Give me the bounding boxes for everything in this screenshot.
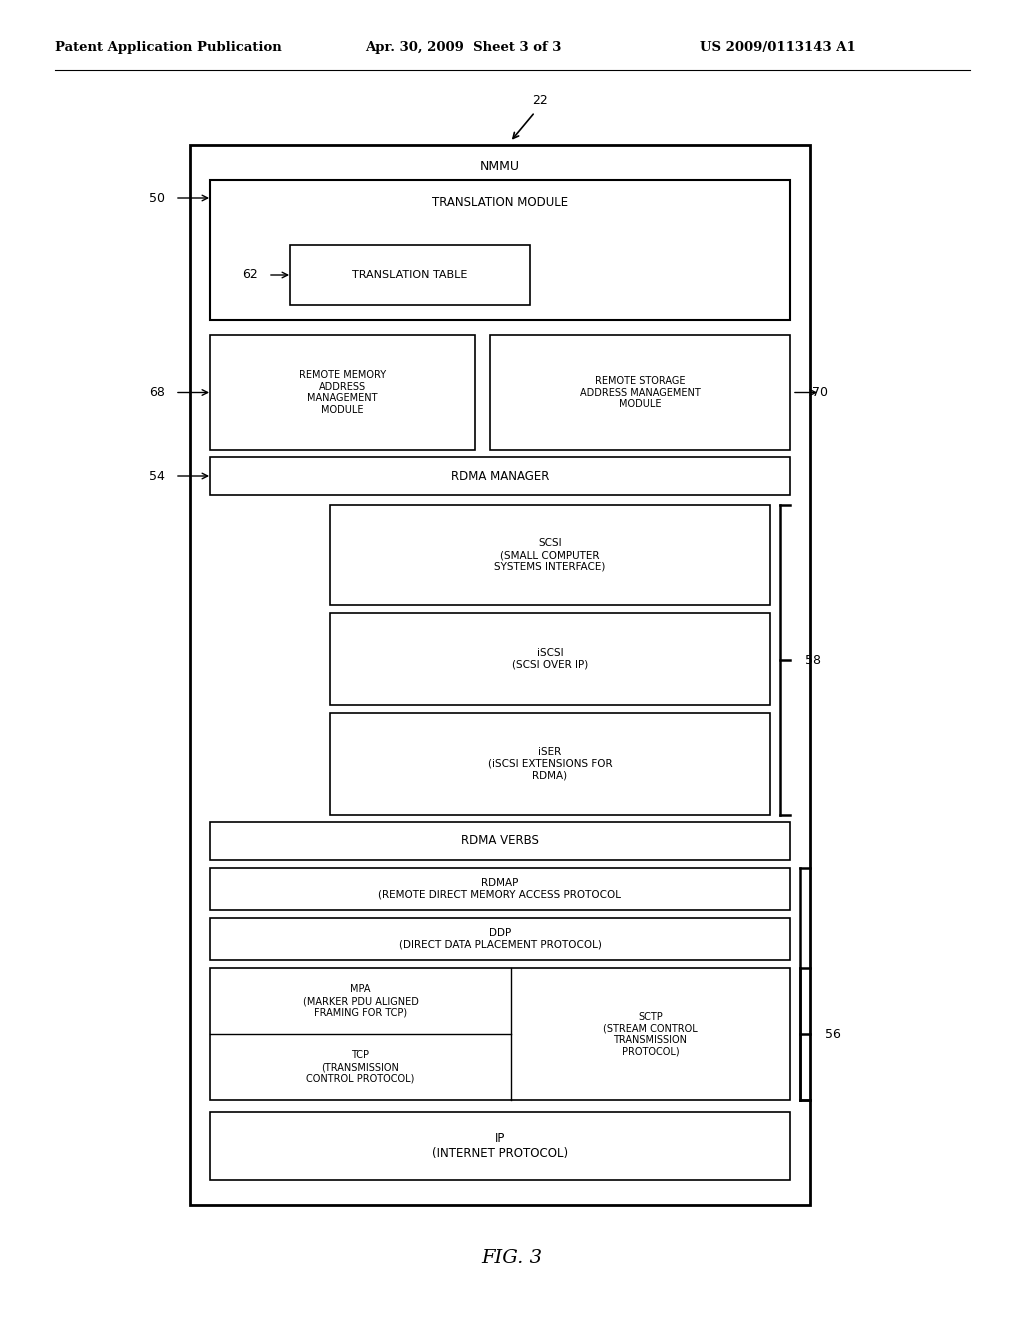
Bar xyxy=(210,457,790,495)
Bar xyxy=(210,1111,790,1180)
Bar xyxy=(210,180,790,319)
Bar xyxy=(210,869,790,909)
Text: 56: 56 xyxy=(825,1027,841,1040)
Text: Patent Application Publication: Patent Application Publication xyxy=(55,41,282,54)
Bar xyxy=(330,612,770,705)
Text: 62: 62 xyxy=(243,268,258,281)
Text: 58: 58 xyxy=(805,653,821,667)
Text: 70: 70 xyxy=(812,385,828,399)
Text: Apr. 30, 2009  Sheet 3 of 3: Apr. 30, 2009 Sheet 3 of 3 xyxy=(365,41,561,54)
Bar xyxy=(210,917,790,960)
Text: REMOTE STORAGE
ADDRESS MANAGEMENT
MODULE: REMOTE STORAGE ADDRESS MANAGEMENT MODULE xyxy=(580,376,700,409)
Bar xyxy=(490,335,790,450)
Text: RDMA MANAGER: RDMA MANAGER xyxy=(451,470,549,483)
Text: RDMAP
(REMOTE DIRECT MEMORY ACCESS PROTOCOL: RDMAP (REMOTE DIRECT MEMORY ACCESS PROTO… xyxy=(379,878,622,900)
Text: REMOTE MEMORY
ADDRESS
MANAGEMENT
MODULE: REMOTE MEMORY ADDRESS MANAGEMENT MODULE xyxy=(299,370,386,414)
Text: SCSI
(SMALL COMPUTER
SYSTEMS INTERFACE): SCSI (SMALL COMPUTER SYSTEMS INTERFACE) xyxy=(495,539,605,572)
Text: 22: 22 xyxy=(532,94,548,107)
Bar xyxy=(210,335,475,450)
Bar xyxy=(290,246,530,305)
Text: TRANSLATION TABLE: TRANSLATION TABLE xyxy=(352,271,468,280)
Text: IP
(INTERNET PROTOCOL): IP (INTERNET PROTOCOL) xyxy=(432,1133,568,1160)
Text: SCTP
(STREAM CONTROL
TRANSMISSION
PROTOCOL): SCTP (STREAM CONTROL TRANSMISSION PROTOC… xyxy=(603,1011,698,1056)
Text: 50: 50 xyxy=(150,191,165,205)
Text: iSCSI
(SCSI OVER IP): iSCSI (SCSI OVER IP) xyxy=(512,648,588,669)
Text: TCP
(TRANSMISSION
CONTROL PROTOCOL): TCP (TRANSMISSION CONTROL PROTOCOL) xyxy=(306,1051,415,1084)
Bar xyxy=(210,822,790,861)
Text: 54: 54 xyxy=(150,470,165,483)
Bar xyxy=(210,968,790,1100)
Text: NMMU: NMMU xyxy=(480,161,520,173)
Text: RDMA VERBS: RDMA VERBS xyxy=(461,834,539,847)
Text: DDP
(DIRECT DATA PLACEMENT PROTOCOL): DDP (DIRECT DATA PLACEMENT PROTOCOL) xyxy=(398,928,601,950)
Bar xyxy=(330,506,770,605)
Text: 68: 68 xyxy=(150,385,165,399)
Text: FIG. 3: FIG. 3 xyxy=(481,1249,543,1267)
Text: TRANSLATION MODULE: TRANSLATION MODULE xyxy=(432,195,568,209)
Text: US 2009/0113143 A1: US 2009/0113143 A1 xyxy=(700,41,856,54)
Bar xyxy=(190,145,810,1205)
Text: iSER
(iSCSI EXTENSIONS FOR
RDMA): iSER (iSCSI EXTENSIONS FOR RDMA) xyxy=(487,747,612,780)
Text: MPA
(MARKER PDU ALIGNED
FRAMING FOR TCP): MPA (MARKER PDU ALIGNED FRAMING FOR TCP) xyxy=(302,985,419,1018)
Bar xyxy=(330,713,770,814)
